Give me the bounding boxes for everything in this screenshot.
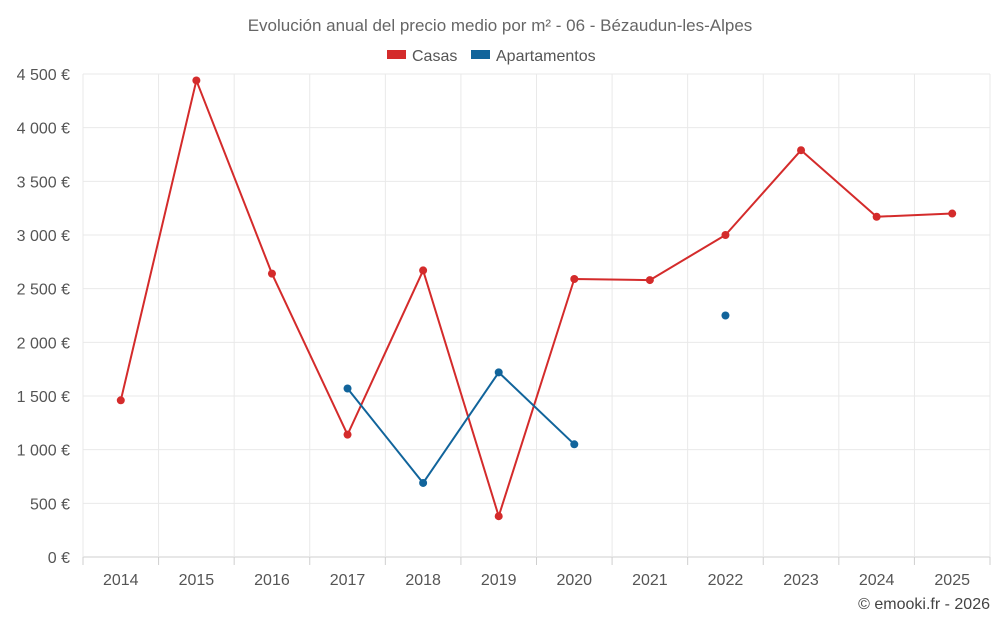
data-point-apartamentos[interactable] [343,384,352,393]
data-point-casas[interactable] [116,396,125,405]
legend-swatch-casas [387,50,406,59]
legend-item-apartamentos[interactable]: Apartamentos [471,48,596,65]
data-point-casas[interactable] [872,212,881,221]
credit-text: © emooki.fr - 2026 [858,596,990,613]
data-point-apartamentos[interactable] [721,311,730,320]
x-tick-label: 2017 [330,572,366,589]
data-point-apartamentos[interactable] [570,440,579,449]
x-axis: 2014 2015 2016 2017 2018 2019 2020 2021 2022 2023… [82,557,991,589]
legend-item-casas[interactable]: Casas [387,48,457,65]
data-point-casas[interactable] [419,266,428,275]
y-tick-label: 0 € [48,550,70,567]
data-point-casas[interactable] [343,430,352,439]
y-tick-label: 4 500 € [17,67,70,84]
data-point-casas[interactable] [797,146,806,155]
y-tick-label: 3 000 € [17,228,70,245]
y-tick-label: 4 000 € [17,121,70,138]
y-tick-label: 3 500 € [17,174,70,191]
data-point-casas[interactable] [267,269,276,278]
legend: Casas Apartamentos [387,48,596,65]
y-tick-label: 500 € [30,496,70,513]
legend-label-casas: Casas [412,48,457,65]
data-point-casas[interactable] [494,512,503,521]
data-point-apartamentos[interactable] [494,368,503,377]
x-tick-label: 2015 [179,572,215,589]
chart-title: Evolución anual del precio medio por m² … [248,16,753,35]
legend-label-apartamentos: Apartamentos [496,48,596,65]
x-tick-label: 2018 [405,572,441,589]
data-point-casas[interactable] [721,231,730,239]
data-point-casas[interactable] [948,209,957,218]
y-tick-label: 1 500 € [17,389,70,406]
y-axis: 0 € 500 € 1 000 € 1 500 € 2 000 € 2 500 € 3 00… [17,67,70,567]
series-layer [116,76,957,521]
x-tick-label: 2025 [934,572,970,589]
x-tick-label: 2019 [481,572,517,589]
y-tick-label: 2 500 € [17,282,70,299]
x-tick-label: 2022 [708,572,744,589]
data-point-casas[interactable] [645,276,654,285]
data-point-casas[interactable] [192,76,201,85]
series-line-casas [119,79,953,518]
x-tick-label: 2020 [556,572,592,589]
y-tick-label: 2 000 € [17,335,70,352]
x-tick-label: 2016 [254,572,290,589]
x-tick-label: 2024 [859,572,895,589]
gridlines [82,73,991,558]
data-point-casas[interactable] [570,275,579,284]
y-tick-label: 1 000 € [17,443,70,460]
legend-swatch-apartamentos [471,50,490,59]
x-tick-label: 2014 [103,572,139,589]
x-tick-label: 2023 [783,572,819,589]
data-point-apartamentos[interactable] [419,478,428,487]
series-line-apartamentos [346,371,575,484]
x-tick-label: 2021 [632,572,668,589]
